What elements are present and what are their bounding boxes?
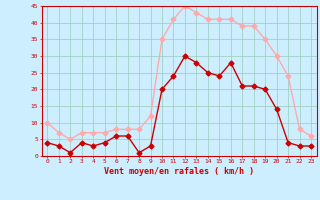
X-axis label: Vent moyen/en rafales ( km/h ): Vent moyen/en rafales ( km/h )	[104, 167, 254, 176]
